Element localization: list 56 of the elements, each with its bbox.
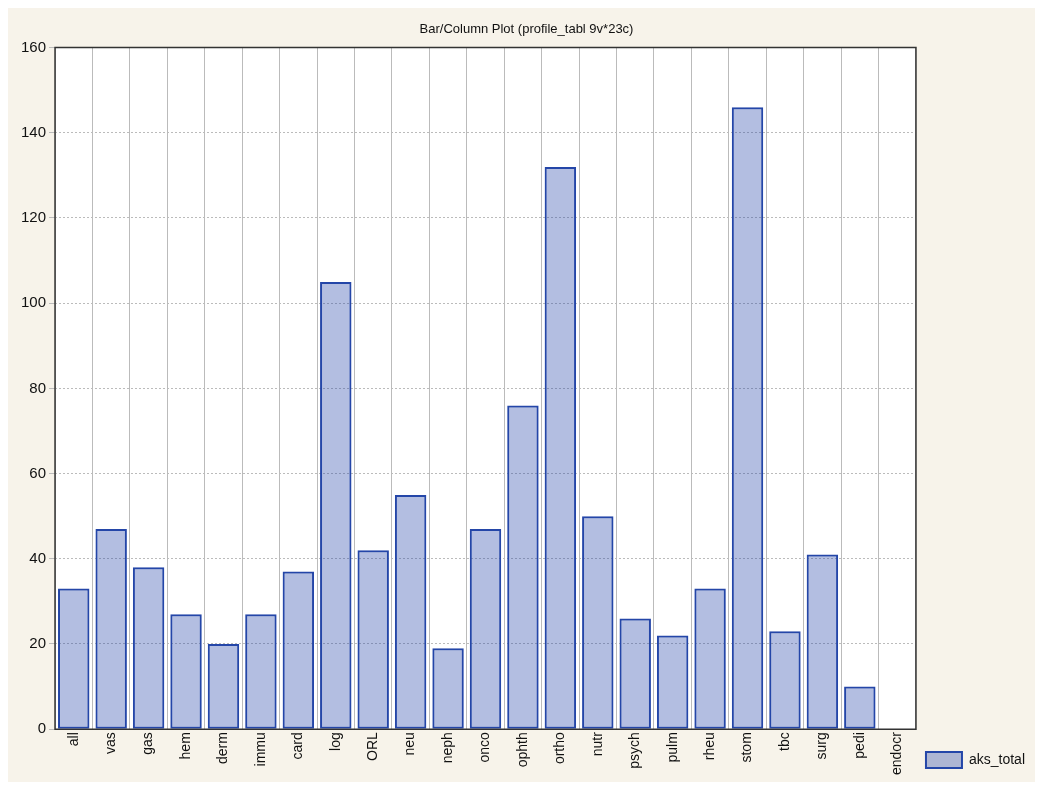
bar [656,635,689,729]
y-tick-label: 120 [21,208,47,226]
bar [507,405,539,729]
bar [170,614,202,729]
y-tick-label: 160 [21,37,47,55]
x-tick-label: surg [813,732,830,760]
y-tick-label: 80 [29,378,47,396]
bar [469,528,502,729]
bar [58,588,90,729]
bar [95,528,127,729]
x-tick-label: neph [438,732,455,764]
bar [731,107,764,729]
x-tick-label: pedi [850,732,867,759]
x-tick-label: psych [626,732,643,769]
x-tick-label: gas [139,732,156,755]
x-tick-label: card [289,732,306,760]
x-tick-label: derm [214,732,231,765]
x-tick-label: ortho [551,731,568,765]
bar [357,550,389,729]
chart-title: Bar/Column Plot (profile_tabl 9v*23c) [419,21,634,37]
bar [844,686,876,729]
bar [132,567,165,729]
x-tick-label: neu [401,732,418,756]
bar [769,631,801,729]
x-tick-label: tbc [775,732,792,751]
x-tick-label: stom [738,732,755,763]
bar [245,614,277,729]
x-tick-label: all [64,732,81,747]
x-tick-label: ORL [364,731,381,761]
bar [806,554,839,729]
x-tick-label: hem [176,732,193,760]
y-tick-label: 100 [21,293,47,311]
bar [619,618,651,729]
y-tick-label: 0 [37,719,47,737]
legend-label: aks_total [968,750,1026,767]
x-tick-label: pulm [663,732,680,763]
x-tick-label: immu [251,732,268,767]
x-tick-label: vas [102,732,119,754]
bar [544,166,577,729]
y-tick-label: 40 [29,548,47,566]
y-tick-label: 60 [29,463,47,481]
x-tick-label: ophth [513,732,530,768]
y-tick-label: 140 [21,122,47,140]
bar [282,571,315,729]
x-tick-label: nutr [588,731,605,757]
bar [582,516,614,729]
bar [432,648,464,729]
y-tick-label: 20 [29,634,47,652]
bar [694,588,726,729]
x-tick-label: endocr [888,731,905,776]
bar [320,281,352,729]
x-tick-label: rheu [700,732,717,761]
x-tick-label: onco [476,731,493,763]
x-tick-label: log [326,732,343,751]
bar [207,643,240,729]
bar [394,494,427,729]
